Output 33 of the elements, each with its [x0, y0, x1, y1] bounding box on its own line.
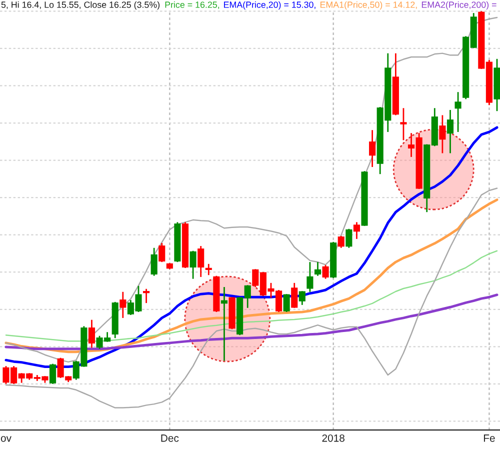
candlestick: [88, 319, 96, 348]
candlestick: [369, 129, 376, 168]
candlestick: [143, 288, 150, 304]
x-tick-label: Dec: [161, 434, 179, 442]
candlestick: [353, 221, 360, 240]
candlestick: [439, 114, 446, 154]
candlestick: [400, 107, 407, 141]
candlestick: [120, 291, 126, 319]
candlestick: [49, 363, 56, 385]
candlestick: [198, 245, 204, 278]
candlestick: [150, 247, 158, 277]
candlestick: [298, 290, 306, 306]
candlestick: [306, 261, 314, 293]
candlestick: [322, 264, 329, 280]
x-tick-label: ov: [0, 436, 12, 442]
x-tick-label: Fe: [484, 434, 495, 442]
candlestick: [338, 235, 344, 249]
text: Price = 16.25,: [165, 1, 220, 9]
candlestick: [220, 286, 228, 362]
candlestick: [291, 282, 298, 309]
candlestick: [158, 242, 166, 263]
chart-title: 5, Hi 16.4, Lo 15.55, Close 16.25 (3.5%): [1, 1, 160, 10]
candlestick: [454, 91, 462, 133]
candlestick: [205, 263, 212, 276]
candlestick: [346, 228, 352, 249]
candlestick: [446, 109, 454, 154]
text: EMA1(Price,50) = 14.12,: [320, 1, 417, 10]
x-tick-label: 2018: [322, 434, 344, 442]
candlestick: [314, 261, 322, 277]
text: EMA(Price,20) = 15.30,: [224, 1, 316, 10]
candlestick: [190, 250, 196, 280]
text: EMA2(Price,200) =: [422, 1, 496, 10]
candlestick: [283, 293, 290, 313]
